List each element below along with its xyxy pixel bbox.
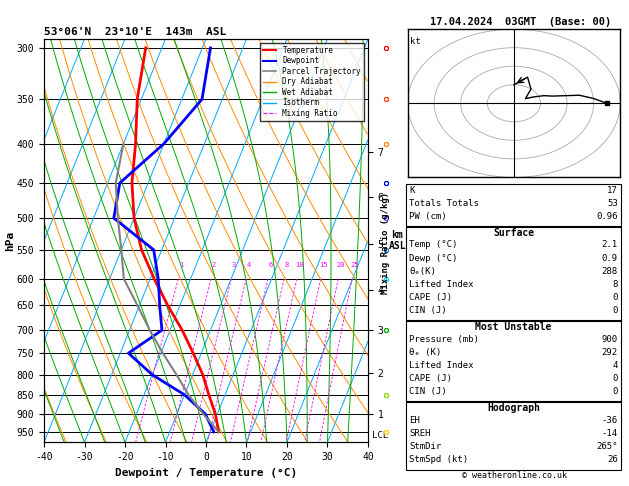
Y-axis label: km
ASL: km ASL	[389, 230, 406, 251]
Text: CAPE (J): CAPE (J)	[409, 374, 452, 383]
Text: CIN (J): CIN (J)	[409, 387, 447, 396]
Text: -36: -36	[601, 416, 618, 424]
Text: 25: 25	[350, 261, 359, 267]
Text: Temp (°C): Temp (°C)	[409, 241, 458, 249]
Text: CAPE (J): CAPE (J)	[409, 293, 452, 302]
Text: Surface: Surface	[493, 228, 534, 238]
Text: 17: 17	[607, 186, 618, 195]
Text: Pressure (mb): Pressure (mb)	[409, 334, 479, 344]
Text: 0: 0	[612, 306, 618, 315]
Text: Mixing Ratio (g/kg): Mixing Ratio (g/kg)	[381, 192, 389, 294]
Text: EH: EH	[409, 416, 420, 424]
Text: Hodograph: Hodograph	[487, 403, 540, 413]
Text: 10: 10	[295, 261, 304, 267]
Text: kt: kt	[410, 36, 421, 46]
Text: 6: 6	[269, 261, 273, 267]
Legend: Temperature, Dewpoint, Parcel Trajectory, Dry Adiabat, Wet Adiabat, Isotherm, Mi: Temperature, Dewpoint, Parcel Trajectory…	[260, 43, 364, 121]
Text: CIN (J): CIN (J)	[409, 306, 447, 315]
Text: 0.9: 0.9	[601, 254, 618, 262]
Text: Most Unstable: Most Unstable	[476, 322, 552, 332]
Y-axis label: hPa: hPa	[5, 230, 15, 251]
Text: Totals Totals: Totals Totals	[409, 199, 479, 208]
Text: 0: 0	[612, 374, 618, 383]
Text: 1: 1	[179, 261, 184, 267]
Text: 0.96: 0.96	[596, 212, 618, 221]
Text: SREH: SREH	[409, 429, 431, 437]
Text: 900: 900	[601, 334, 618, 344]
Text: 4: 4	[247, 261, 251, 267]
Text: 8: 8	[284, 261, 289, 267]
Text: 2.1: 2.1	[601, 241, 618, 249]
Text: 292: 292	[601, 347, 618, 357]
Text: Lifted Index: Lifted Index	[409, 280, 474, 289]
Text: 53°06'N  23°10'E  143m  ASL: 53°06'N 23°10'E 143m ASL	[44, 27, 226, 37]
Text: StmDir: StmDir	[409, 442, 442, 451]
Text: 4: 4	[612, 361, 618, 370]
Text: 2: 2	[212, 261, 216, 267]
Text: PW (cm): PW (cm)	[409, 212, 447, 221]
Text: 53: 53	[607, 199, 618, 208]
Text: © weatheronline.co.uk: © weatheronline.co.uk	[462, 471, 567, 480]
Text: Lifted Index: Lifted Index	[409, 361, 474, 370]
Text: 20: 20	[337, 261, 345, 267]
Text: 8: 8	[612, 280, 618, 289]
Text: 15: 15	[319, 261, 328, 267]
X-axis label: Dewpoint / Temperature (°C): Dewpoint / Temperature (°C)	[115, 468, 297, 478]
Text: -14: -14	[601, 429, 618, 437]
Text: 0: 0	[612, 387, 618, 396]
Text: 265°: 265°	[596, 442, 618, 451]
Text: 0: 0	[612, 293, 618, 302]
Text: θₑ(K): θₑ(K)	[409, 267, 437, 276]
Text: LCL: LCL	[372, 431, 388, 440]
Text: 3: 3	[232, 261, 237, 267]
Text: Dewp (°C): Dewp (°C)	[409, 254, 458, 262]
Text: 288: 288	[601, 267, 618, 276]
Text: θₑ (K): θₑ (K)	[409, 347, 442, 357]
Text: K: K	[409, 186, 415, 195]
Text: 26: 26	[607, 455, 618, 464]
Text: StmSpd (kt): StmSpd (kt)	[409, 455, 469, 464]
Text: 17.04.2024  03GMT  (Base: 00): 17.04.2024 03GMT (Base: 00)	[430, 17, 611, 28]
